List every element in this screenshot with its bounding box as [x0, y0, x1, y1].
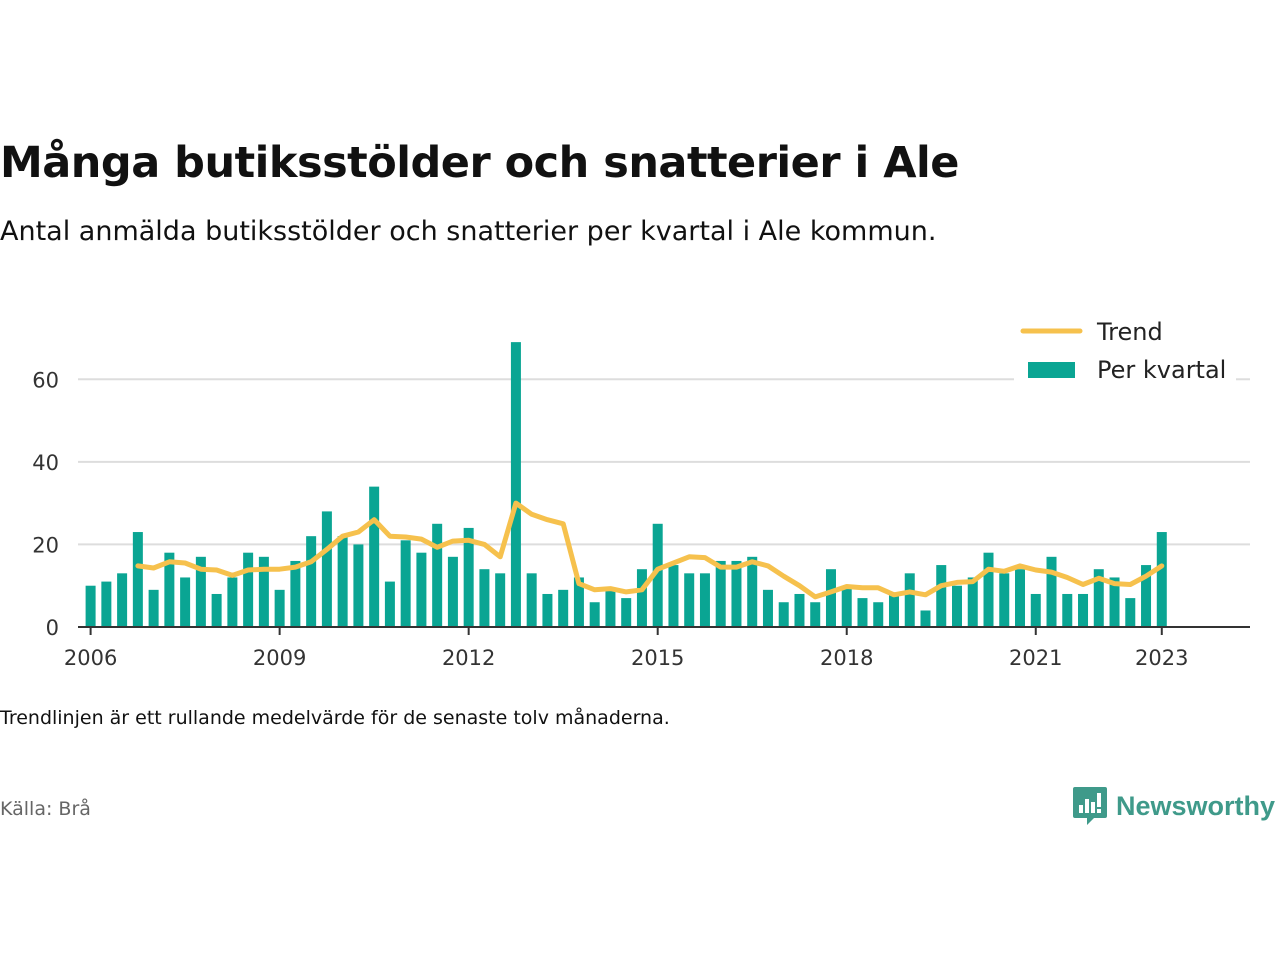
bar	[621, 598, 632, 627]
bar	[1078, 593, 1089, 627]
bars	[85, 342, 1167, 627]
bar	[180, 577, 191, 627]
bar	[668, 565, 679, 627]
bar	[227, 577, 238, 627]
chart-subtitle: Antal anmälda butiksstölder och snatteri…	[0, 216, 937, 247]
bar	[400, 540, 411, 627]
brand-name: Newsworthy	[1116, 790, 1276, 821]
bar	[542, 593, 553, 627]
bar	[447, 556, 458, 627]
bar	[463, 527, 474, 627]
trend-line	[135, 500, 1165, 600]
bar	[636, 569, 647, 627]
bar	[258, 556, 269, 627]
bar	[952, 585, 962, 627]
bar	[101, 581, 112, 627]
bar	[936, 565, 947, 627]
bar	[1093, 569, 1104, 627]
bar	[132, 532, 143, 627]
bar	[652, 523, 663, 627]
bar	[699, 573, 710, 627]
bar	[731, 560, 742, 627]
bar	[825, 569, 836, 627]
bar	[983, 552, 994, 627]
bar	[290, 560, 301, 627]
x-axis-ticks: 2006 2009 2012 2015 2018 2021 2023	[64, 627, 1189, 670]
legend-label-trend: Trend	[1096, 318, 1163, 346]
legend-label-bar: Per kvartal	[1097, 356, 1226, 384]
bar	[85, 585, 96, 627]
bar	[841, 585, 852, 627]
chart: 0 20 40 60 2006 2009 2012 2015 2018 2021 2023 Tre…	[32, 312, 1250, 670]
bar	[495, 573, 506, 627]
bar	[794, 593, 805, 627]
bar	[747, 556, 758, 627]
bar	[857, 598, 868, 627]
bar	[321, 511, 332, 627]
bar	[873, 602, 884, 627]
bar	[778, 602, 789, 627]
bar	[243, 552, 254, 627]
x-tick-label: 2006	[64, 646, 117, 670]
bar	[904, 573, 915, 627]
bar	[274, 589, 285, 627]
bar	[1015, 569, 1026, 627]
bar	[684, 573, 695, 627]
grid	[78, 378, 1250, 546]
bar	[1125, 598, 1136, 627]
bar	[558, 589, 569, 627]
bar	[306, 536, 317, 627]
bar	[337, 536, 348, 627]
bar	[605, 589, 616, 627]
bar	[967, 577, 978, 627]
y-tick-label: 40	[32, 451, 59, 475]
bar	[1030, 593, 1041, 627]
x-tick-label: 2012	[442, 646, 495, 670]
bar	[1109, 577, 1120, 627]
bar	[999, 573, 1010, 627]
source-label: Källa: Brå	[0, 798, 91, 820]
bar	[369, 486, 380, 627]
x-tick-label: 2021	[1009, 646, 1062, 670]
bar	[164, 552, 175, 627]
bar	[589, 602, 600, 627]
bar	[810, 602, 821, 627]
x-tick-label: 2015	[631, 646, 684, 670]
legend-background	[1014, 312, 1236, 396]
bar	[888, 593, 899, 627]
bar	[211, 593, 222, 627]
bar	[432, 523, 443, 627]
legend-swatch-bar	[1028, 362, 1075, 378]
bar	[353, 544, 364, 627]
bar	[1156, 532, 1167, 627]
bar	[1046, 556, 1057, 627]
bar	[573, 577, 584, 627]
bar	[715, 560, 726, 627]
bar	[195, 556, 206, 627]
y-tick-label: 60	[32, 368, 59, 392]
bar	[1141, 565, 1152, 627]
newsworthy-icon	[1073, 787, 1107, 825]
bar	[920, 610, 931, 627]
y-tick-label: 20	[32, 533, 59, 557]
bar	[416, 552, 427, 627]
bar	[526, 573, 537, 627]
bar	[1062, 593, 1073, 627]
legend: Trend Per kvartal	[1014, 312, 1236, 396]
bar	[762, 589, 773, 627]
bar	[148, 589, 159, 627]
footnote: Trendlinjen är ett rullande medelvärde f…	[0, 707, 670, 729]
chart-title: Många butiksstölder och snatterier i Ale	[0, 138, 959, 188]
x-tick-label: 2023	[1135, 646, 1188, 670]
y-axis-ticks: 0 20 40 60	[32, 368, 59, 640]
bar	[510, 342, 521, 627]
bar	[384, 581, 395, 627]
bar	[479, 569, 490, 627]
newsworthy-logo: Newsworthy	[1072, 786, 1275, 826]
x-tick-label: 2009	[253, 646, 306, 670]
bar	[117, 573, 128, 627]
x-tick-label: 2018	[820, 646, 873, 670]
y-tick-label: 0	[46, 616, 59, 640]
